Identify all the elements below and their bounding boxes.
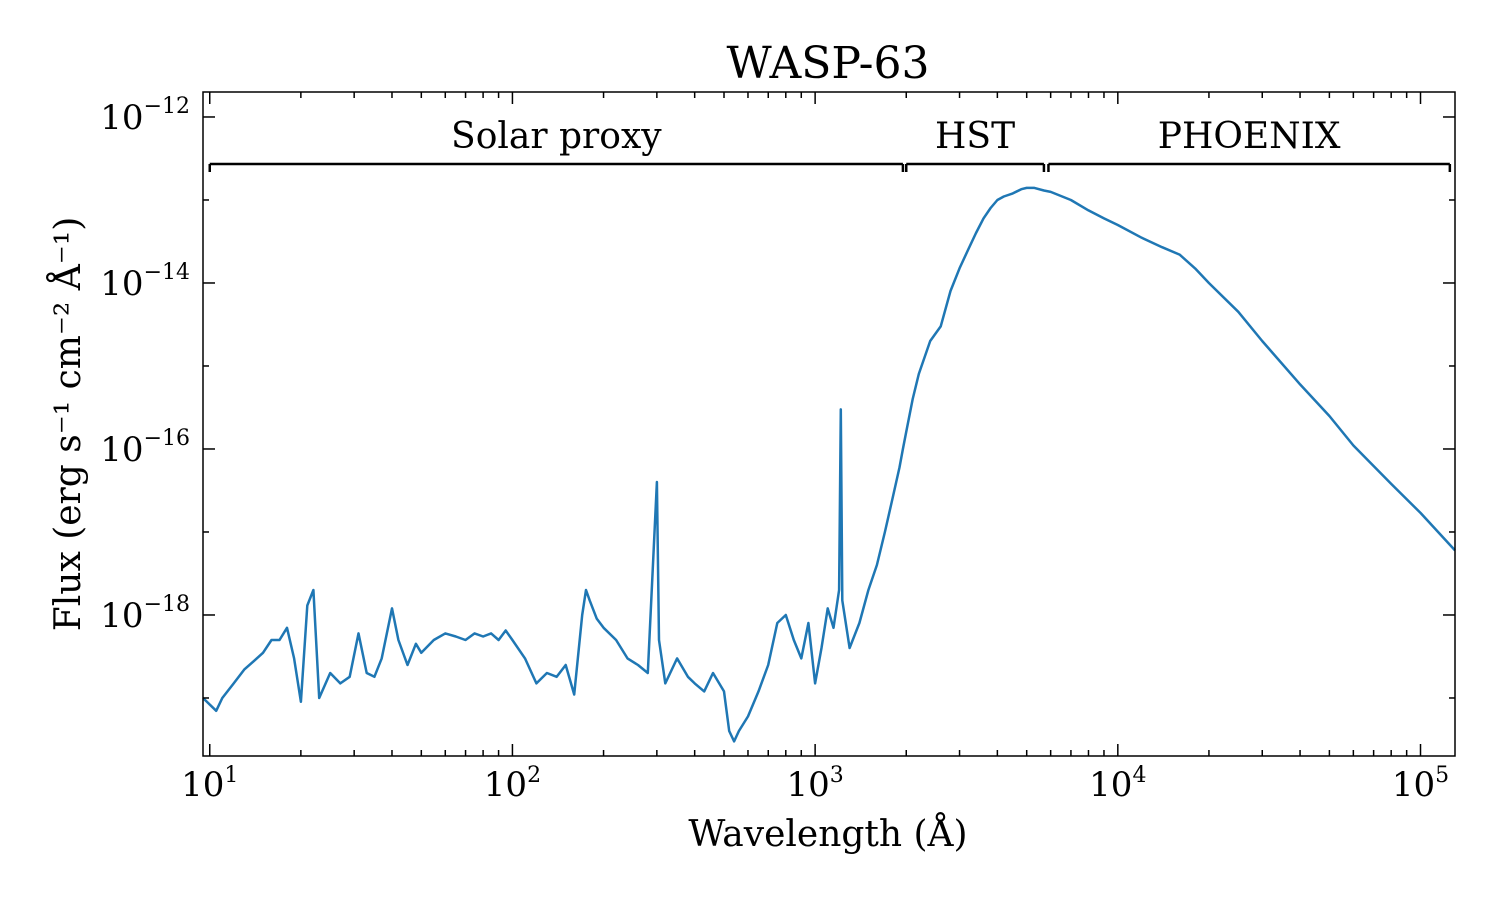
series-line-0	[202, 186, 1456, 743]
region-label: PHOENIX	[1158, 116, 1341, 157]
y-tick-label: 10−14	[100, 260, 190, 304]
y-axis: 10−12 10−14 10−16 10−18	[100, 94, 1455, 699]
x-tick-label: 104	[1089, 763, 1146, 805]
region-1: HST	[904, 116, 1046, 172]
y-tick-label: 10−12	[100, 94, 190, 138]
region-annotations: Solar proxy HST PHOENIX	[208, 116, 1452, 172]
x-tick-label: 102	[484, 763, 541, 805]
x-tick-label: 105	[1392, 763, 1449, 805]
region-label: Solar proxy	[451, 116, 662, 157]
plot-frame	[202, 91, 1456, 757]
region-2: PHOENIX	[1047, 116, 1452, 172]
series-layer	[202, 186, 1456, 743]
y-tick-label: 10−16	[100, 426, 190, 470]
y-axis-label: Flux (erg s⁻¹ cm⁻² Å⁻¹)	[47, 217, 89, 631]
region-label: HST	[935, 116, 1015, 157]
x-tick-label: 101	[181, 763, 238, 805]
x-axis-label: Wavelength (Å)	[688, 813, 967, 855]
chart-title: WASP-63	[726, 38, 929, 89]
region-0: Solar proxy	[208, 116, 905, 172]
y-tick-label: 10−18	[100, 592, 190, 636]
x-axis: 101 102 103 104 105	[181, 92, 1449, 805]
x-tick-label: 103	[786, 763, 843, 805]
